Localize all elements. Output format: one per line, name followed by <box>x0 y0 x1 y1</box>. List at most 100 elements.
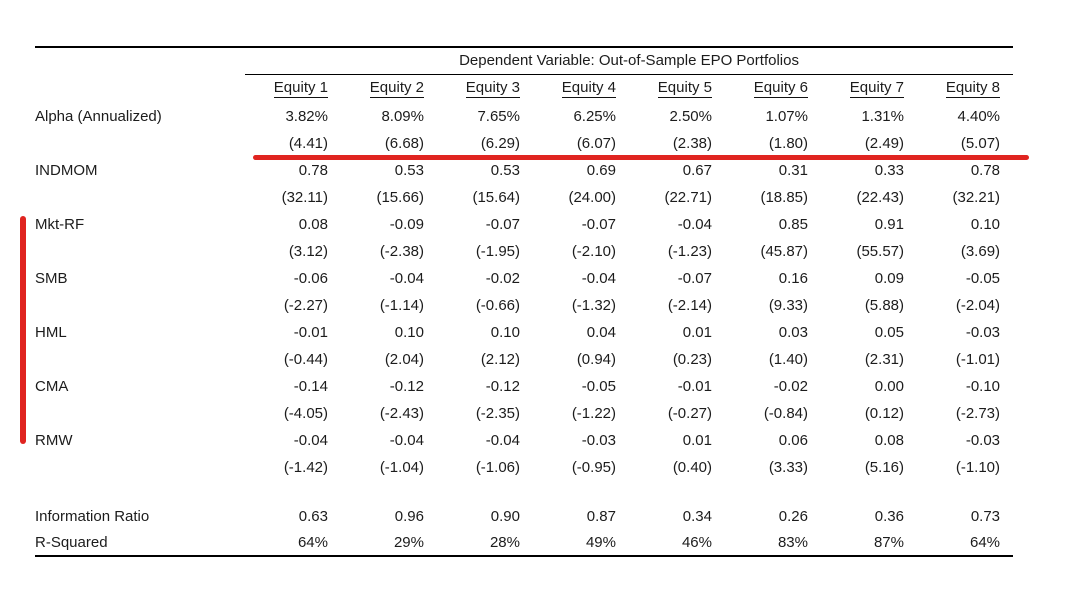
summary-cell: 0.36 <box>874 508 904 525</box>
coefficient-cell: -0.04 <box>293 432 328 449</box>
coefficient-cell: 0.53 <box>490 162 520 179</box>
coefficient-cell: 0.31 <box>778 162 808 179</box>
summary-cell: 0.90 <box>490 508 520 525</box>
table-row: Mkt-RF 0.08 -0.09 -0.07 -0.07 -0.04 0.85 0.91 0.… <box>35 211 1013 238</box>
coefficient-cell: 0.05 <box>874 324 904 341</box>
coefficient-cell: -0.04 <box>581 270 616 287</box>
coefficient-cell: 7.65% <box>477 108 520 125</box>
coefficient-cell: -0.01 <box>677 378 712 395</box>
coefficient-cell: -0.10 <box>965 378 1001 395</box>
tstat-cell: (6.07) <box>576 135 616 152</box>
coefficient-cell: 0.03 <box>778 324 808 341</box>
column-header-cell: Equity 6 <box>725 74 821 103</box>
coefficient-cell: -0.04 <box>485 432 520 449</box>
tstat-cell: (0.12) <box>864 405 904 422</box>
tstat-cell: (5.88) <box>864 297 904 314</box>
row-label: Information Ratio <box>35 508 150 525</box>
tstat-cell: (2.31) <box>864 351 904 368</box>
table-row: Information Ratio 0.63 0.96 0.90 0.87 0.34 0.2… <box>35 503 1013 530</box>
coefficient-cell: -0.07 <box>485 216 520 233</box>
tstat-cell: (6.68) <box>384 135 424 152</box>
column-header-cell: Equity 4 <box>533 74 629 103</box>
row-label: Alpha (Annualized) <box>35 108 162 125</box>
coefficient-cell: 3.82% <box>285 108 328 125</box>
table-row <box>35 481 1013 503</box>
tstat-cell: (0.94) <box>576 351 616 368</box>
coefficient-cell: 0.91 <box>874 216 904 233</box>
summary-cell: 49% <box>533 530 629 557</box>
row-label-spacer <box>35 346 245 373</box>
summary-cell: 0.34 <box>682 508 712 525</box>
corner-spacer <box>35 47 245 74</box>
summary-cell: 28% <box>437 530 533 557</box>
tstat-cell: (0.40) <box>672 459 712 476</box>
tstat-cell: (-0.66) <box>475 297 520 314</box>
column-header: Equity 4 <box>561 79 616 99</box>
tstat-cell: (15.66) <box>376 189 424 206</box>
tstat-cell: (-1.22) <box>571 405 616 422</box>
coefficient-cell: -0.03 <box>965 324 1001 341</box>
row-label: RMW <box>35 432 73 449</box>
tstat-cell: (1.80) <box>768 135 808 152</box>
coefficient-cell: 0.53 <box>394 162 424 179</box>
tstat-cell: (5.16) <box>864 459 904 476</box>
coefficient-cell: 0.09 <box>874 270 904 287</box>
tstat-cell: (55.57) <box>856 243 904 260</box>
row-label-spacer <box>35 400 245 427</box>
coefficient-cell: 0.69 <box>586 162 616 179</box>
coefficient-cell: 0.10 <box>970 216 1001 233</box>
coefficient-cell: 0.78 <box>298 162 328 179</box>
tstat-cell: (4.41) <box>288 135 328 152</box>
tstat-cell: (2.49) <box>864 135 904 152</box>
tstat-cell: (-2.04) <box>955 297 1001 314</box>
table-row: (4.41) (6.68) (6.29) (6.07) (2.38) (1.80) (2.4… <box>35 130 1013 157</box>
summary-cell: 46% <box>629 530 725 557</box>
table-row: Dependent Variable: Out-of-Sample EPO Po… <box>35 47 1014 75</box>
coefficient-cell: -0.03 <box>965 432 1001 449</box>
column-header-cell: Equity 5 <box>629 74 725 103</box>
coefficient-cell: 0.08 <box>298 216 328 233</box>
tstat-cell: (-1.14) <box>379 297 424 314</box>
table-row: (-0.44) (2.04) (2.12) (0.94) (0.23) (1.40) (2.… <box>35 346 1013 373</box>
coefficient-cell: 6.25% <box>573 108 616 125</box>
column-header-cell: Equity 2 <box>341 74 437 103</box>
coefficient-cell: 0.08 <box>874 432 904 449</box>
coefficient-cell: -0.01 <box>293 324 328 341</box>
summary-cell: 87% <box>821 530 917 557</box>
table-row: HML -0.01 0.10 0.10 0.04 0.01 0.03 0.05 -0.03 <box>35 319 1013 346</box>
tstat-cell: (-2.14) <box>667 297 712 314</box>
row-label-spacer <box>35 184 245 211</box>
summary-cell: 0.63 <box>298 508 328 525</box>
tstat-cell: (-2.35) <box>475 405 520 422</box>
column-header: Equity 5 <box>657 79 712 99</box>
tstat-cell: (3.33) <box>768 459 808 476</box>
tstat-cell: (22.43) <box>856 189 904 206</box>
coefficient-cell: 0.10 <box>490 324 520 341</box>
summary-cell: 83% <box>725 530 821 557</box>
tstat-cell: (-1.23) <box>667 243 712 260</box>
tstat-cell: (-1.95) <box>475 243 520 260</box>
column-header: Equity 2 <box>369 79 424 99</box>
column-header: Equity 3 <box>465 79 520 99</box>
tstat-cell: (2.04) <box>384 351 424 368</box>
summary-cell: 64% <box>245 530 341 557</box>
tstat-cell: (9.33) <box>768 297 808 314</box>
coefficient-cell: 8.09% <box>381 108 424 125</box>
summary-cell: 0.26 <box>778 508 808 525</box>
coefficient-cell: 0.67 <box>682 162 712 179</box>
tstat-cell: (22.71) <box>664 189 712 206</box>
coefficient-cell: 1.07% <box>765 108 808 125</box>
column-header: Equity 6 <box>753 79 808 99</box>
coefficient-cell: -0.07 <box>581 216 616 233</box>
tstat-cell: (-1.01) <box>955 351 1001 368</box>
spacer-row <box>35 481 1013 503</box>
column-header: Equity 8 <box>945 79 1001 99</box>
row-label: CMA <box>35 378 69 395</box>
tstat-cell: (32.21) <box>952 189 1001 206</box>
coefficient-cell: 4.40% <box>957 108 1001 125</box>
coefficient-cell: 0.01 <box>682 324 712 341</box>
tstat-cell: (3.12) <box>288 243 328 260</box>
column-header-cell: Equity 7 <box>821 74 917 103</box>
tstat-cell: (-2.73) <box>955 405 1001 422</box>
tstat-cell: (-2.27) <box>283 297 328 314</box>
